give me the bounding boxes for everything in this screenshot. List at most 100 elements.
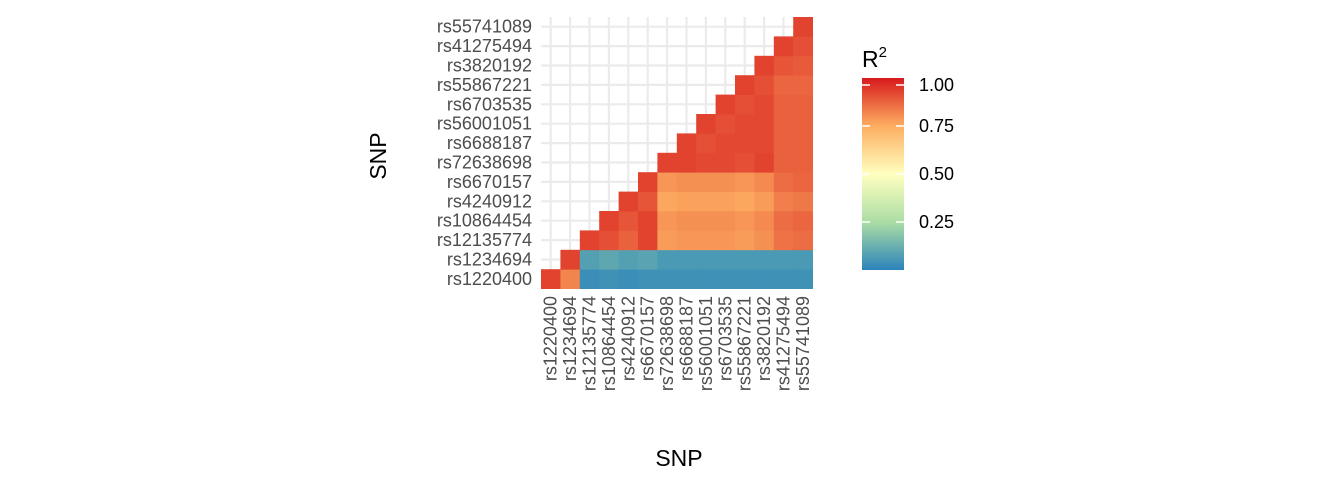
heatmap-cell	[735, 191, 755, 212]
heatmap-cell	[676, 249, 697, 270]
heatmap-cell	[754, 172, 775, 192]
heatmap-cell	[657, 172, 678, 192]
heatmap-cell	[638, 269, 658, 289]
heatmap-cell	[793, 55, 813, 76]
y-tick-label: rs6670157	[447, 172, 532, 192]
heatmap-cell	[599, 249, 619, 270]
x-tick-label: rs41275494	[774, 296, 794, 391]
x-tick-label: rs55867221	[735, 296, 755, 391]
heatmap-cell	[735, 152, 755, 173]
x-tick-label: rs4240912	[618, 296, 638, 381]
heatmap-cell	[618, 230, 639, 251]
heatmap-cell	[773, 94, 794, 115]
heatmap-cell	[579, 269, 600, 289]
heatmap-cell	[676, 191, 697, 212]
heatmap-cell	[735, 269, 755, 289]
heatmap-cell	[657, 230, 678, 251]
heatmap-cell	[773, 191, 794, 212]
heatmap-cell	[696, 152, 716, 173]
heatmap-cell	[696, 211, 716, 231]
heatmap-cell	[754, 152, 775, 173]
x-tick-label: rs3820192	[754, 296, 774, 381]
heatmap-cell	[754, 249, 775, 270]
heatmap-cell	[696, 172, 716, 192]
heatmap-cell	[638, 249, 658, 270]
heatmap-cell	[696, 249, 716, 270]
heatmap-cell	[715, 172, 736, 192]
heatmap-cell	[773, 36, 794, 57]
x-tick-label: rs6703535	[715, 296, 735, 381]
heatmap-cell	[676, 152, 697, 173]
heatmap-cell	[793, 191, 813, 212]
heatmap-cell	[599, 230, 619, 251]
heatmap-cell	[793, 114, 813, 134]
heatmap-cell	[676, 172, 697, 192]
heatmap-cell	[696, 114, 716, 134]
heatmap-cell	[793, 249, 813, 270]
y-tick-label: rs1220400	[447, 269, 532, 289]
heatmap-cell	[793, 152, 813, 173]
heatmap-cell	[638, 191, 658, 212]
legend-tick-label: 0.25	[919, 212, 954, 232]
legend-tick-label: 1.00	[919, 75, 954, 95]
heatmap-cell	[638, 230, 658, 251]
heatmap-cell	[735, 172, 755, 192]
heatmap-cell	[715, 94, 736, 115]
heatmap-cell	[754, 211, 775, 231]
heatmap-cell	[735, 249, 755, 270]
y-tick-label: rs56001051	[437, 114, 532, 134]
y-axis-title: SNP	[365, 132, 391, 179]
heatmap-cell	[618, 211, 639, 231]
x-tick-label: rs1220400	[541, 296, 561, 381]
heatmap-cell	[735, 94, 755, 115]
heatmap-cell	[754, 75, 775, 95]
heatmap-cell	[696, 269, 716, 289]
heatmap-cell	[793, 211, 813, 231]
y-tick-label: rs55741089	[437, 17, 532, 37]
y-tick-label: rs6688187	[447, 133, 532, 153]
heatmap-cell	[754, 114, 775, 134]
heatmap-cell	[773, 152, 794, 173]
heatmap-cell	[599, 269, 619, 289]
heatmap-cell	[715, 249, 736, 270]
heatmap-cell	[754, 191, 775, 212]
heatmap-cell	[793, 172, 813, 192]
heatmap-cell	[754, 269, 775, 289]
heatmap-cell	[754, 55, 775, 76]
heatmap-cell	[657, 249, 678, 270]
heatmap-cell	[735, 230, 755, 251]
y-tick-label: rs1234694	[447, 250, 532, 270]
y-tick-labels: rs1220400rs1234694rs12135774rs10864454rs…	[437, 17, 532, 289]
y-tick-label: rs3820192	[447, 56, 532, 76]
heatmap-cell	[560, 269, 581, 289]
heatmap-cell	[773, 114, 794, 134]
heatmap-cell	[793, 75, 813, 95]
heatmap-cell	[754, 94, 775, 115]
heatmap-cell	[676, 269, 697, 289]
heatmap-cell	[773, 75, 794, 95]
x-tick-labels: rs1220400 rs1234694 rs12135774 rs10864454 rs…	[541, 296, 813, 391]
heatmap-cell	[793, 17, 813, 37]
x-tick-label: rs6688187	[677, 296, 697, 381]
heatmap-cell	[676, 133, 697, 154]
y-tick-label: rs4240912	[447, 191, 532, 211]
heatmap-cell	[773, 133, 794, 154]
legend-tick-label: 0.50	[919, 164, 954, 184]
heatmap-cell	[657, 211, 678, 231]
heatmap-cell	[657, 269, 678, 289]
heatmap-cell	[715, 230, 736, 251]
x-tick-label: rs10864454	[599, 296, 619, 391]
x-axis-title: SNP	[655, 445, 702, 471]
x-tick-label: rs56001051	[696, 296, 716, 391]
heatmap-cell	[560, 249, 581, 270]
heatmap-cell	[773, 249, 794, 270]
heatmap-cell	[657, 152, 678, 173]
heatmap-cell	[735, 133, 755, 154]
heatmap-cell	[579, 230, 600, 251]
x-tick-label: rs1234694	[560, 296, 580, 381]
y-tick-label: rs10864454	[437, 211, 532, 231]
legend-tick-label: 0.75	[919, 116, 954, 136]
heatmap-cell	[541, 269, 561, 289]
heatmap-cell	[754, 133, 775, 154]
